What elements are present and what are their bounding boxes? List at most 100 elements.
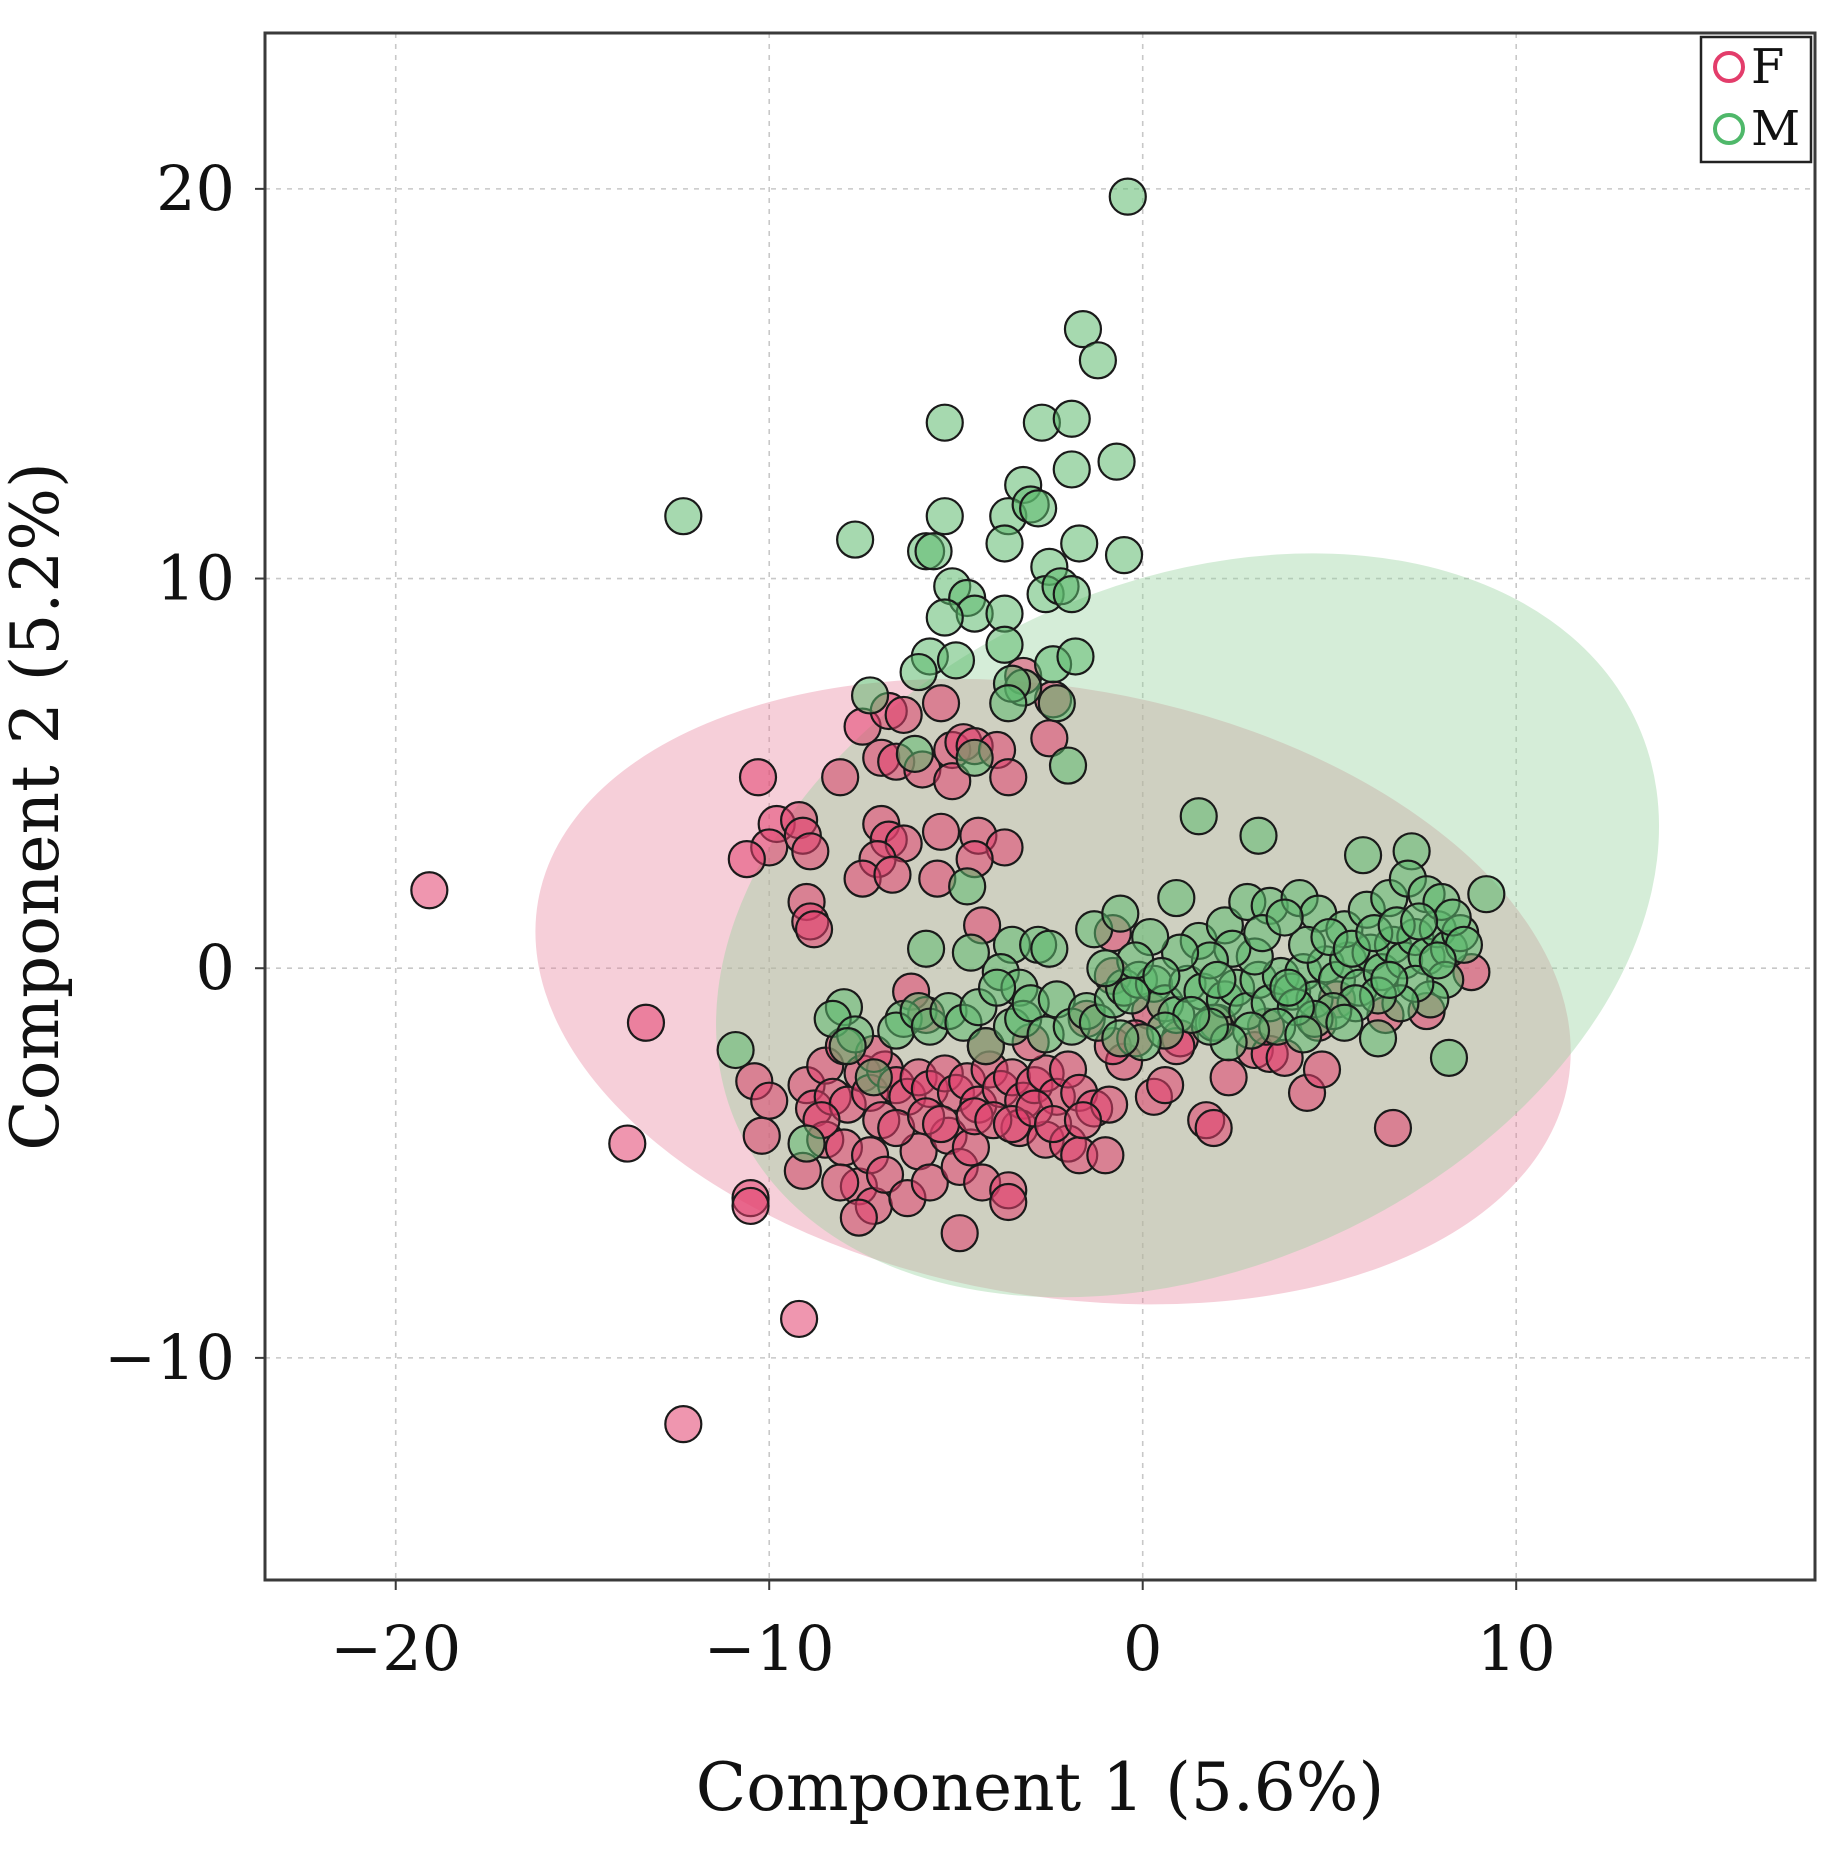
point-f-98: [910, 1163, 949, 1202]
point-m-7: [1052, 450, 1091, 489]
legend-label-m: M: [1751, 101, 1800, 157]
point-f-21: [921, 684, 961, 723]
point-f-48: [742, 1116, 781, 1155]
point-f-17: [821, 758, 860, 797]
point-m-165: [1112, 976, 1151, 1015]
point-f-29: [989, 758, 1028, 797]
x-tick-label-2: 0: [1123, 1612, 1162, 1685]
point-m-147: [1325, 1003, 1364, 1042]
point-m-46: [1030, 929, 1069, 968]
point-m-9: [664, 497, 703, 536]
point-m-0: [1108, 177, 1147, 216]
point-f-1: [626, 1003, 666, 1042]
point-m-47: [906, 929, 946, 968]
point-m-52: [1101, 894, 1140, 933]
point-m-17: [1104, 536, 1144, 575]
point-m-164: [1086, 949, 1125, 988]
point-f-79: [1146, 1066, 1185, 1105]
point-m-6: [1097, 442, 1136, 481]
point-m-1: [1063, 310, 1103, 349]
point-f-6: [731, 1186, 770, 1226]
point-m-166: [1198, 960, 1237, 1000]
point-m-163: [1265, 898, 1304, 937]
point-m-58: [1467, 875, 1506, 914]
point-f-88: [1373, 1108, 1413, 1148]
point-m-145: [1429, 1038, 1469, 1077]
point-m-32: [899, 652, 938, 692]
point-m-39: [989, 684, 1028, 723]
point-m-48: [951, 933, 991, 972]
y-tick-label-3: 20: [156, 152, 235, 225]
data-points: [410, 177, 1506, 1444]
y-axis-title: Component 2 (5.2%): [0, 462, 74, 1151]
point-f-112: [821, 1163, 860, 1202]
point-f-119: [921, 1104, 961, 1144]
point-m-3: [925, 403, 964, 442]
legend-label-f: F: [1751, 39, 1784, 95]
point-m-38: [850, 676, 890, 715]
point-f-30: [933, 762, 972, 801]
point-m-34: [1056, 637, 1095, 676]
x-axis-title: Component 1 (5.6%): [696, 1749, 1385, 1826]
point-f-4: [779, 1299, 819, 1339]
point-f-110: [940, 1214, 979, 1253]
point-m-53: [1157, 878, 1196, 918]
point-m-42: [1048, 746, 1088, 785]
series-m: [664, 177, 1506, 1163]
x-tick-label-3: 10: [1477, 1612, 1556, 1685]
y-tick-label-1: 0: [196, 931, 235, 1004]
point-m-5: [1052, 399, 1091, 438]
plot-frame: [263, 31, 1817, 1582]
point-f-2: [608, 1124, 647, 1163]
point-f-95: [865, 1155, 905, 1194]
legend: FM: [1699, 35, 1813, 164]
point-m-10: [925, 497, 964, 536]
point-f-81: [1194, 1108, 1233, 1148]
point-m-73: [966, 1027, 1005, 1066]
point-m-64: [828, 1027, 867, 1066]
point-f-111: [839, 1198, 878, 1237]
point-m-65: [854, 1058, 893, 1097]
point-m-56: [1343, 836, 1383, 875]
point-f-20: [884, 695, 923, 735]
point-m-168: [1370, 960, 1409, 1000]
y-tick-label-0: −10: [104, 1321, 235, 1394]
point-f-87: [1302, 1050, 1342, 1089]
point-f-3: [664, 1405, 703, 1444]
point-m-130: [1101, 1019, 1140, 1058]
point-f-125: [1063, 1101, 1103, 1140]
point-f-13: [791, 832, 830, 871]
legend-marker-m: [1713, 113, 1745, 145]
point-m-24: [925, 598, 964, 637]
point-m-59: [716, 1030, 755, 1070]
point-m-14: [836, 520, 875, 559]
point-m-54: [1179, 797, 1218, 836]
axis-ticks: −20 −10 0 10 −10 0 10 20: [104, 152, 1556, 1685]
point-m-31: [936, 641, 976, 680]
x-tick-label-0: −20: [330, 1612, 461, 1685]
point-f-7: [738, 758, 778, 797]
point-f-37: [921, 812, 961, 851]
point-m-55: [1239, 816, 1278, 855]
point-m-41: [955, 738, 994, 777]
y-tick-label-2: 10: [156, 542, 235, 615]
point-m-2: [1078, 341, 1117, 380]
point-m-29: [985, 625, 1024, 664]
point-m-74: [977, 968, 1017, 1007]
point-m-60: [787, 1124, 826, 1163]
point-m-40: [895, 734, 934, 773]
point-f-47: [750, 1081, 789, 1120]
point-f-16: [794, 910, 834, 949]
point-f-0: [410, 871, 449, 910]
point-m-155: [1142, 956, 1181, 996]
point-m-13: [1019, 489, 1058, 528]
legend-marker-f: [1713, 51, 1745, 83]
point-m-146: [1358, 1019, 1398, 1058]
point-m-43: [948, 867, 987, 906]
point-m-16: [1060, 524, 1099, 563]
point-m-148: [1269, 968, 1308, 1007]
point-f-109: [1086, 1136, 1125, 1175]
point-m-15: [985, 524, 1024, 563]
